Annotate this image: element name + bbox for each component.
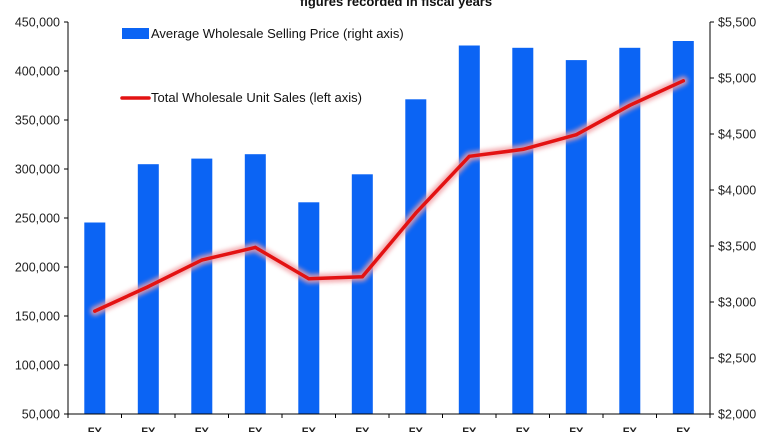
right-tick-label: $4,000 — [718, 184, 756, 198]
legend-bar-label: Average Wholesale Selling Price (right a… — [151, 26, 404, 41]
unit-sales-point — [414, 211, 418, 215]
bars-layer — [84, 41, 694, 415]
price-bar — [84, 222, 106, 414]
price-bar — [512, 47, 534, 415]
unit-sales-point — [200, 258, 204, 262]
left-tick-label: 250,000 — [15, 212, 60, 226]
unit-sales-point — [521, 147, 525, 151]
unit-sales-line — [93, 79, 686, 313]
x-tick-label: FY — [462, 426, 477, 432]
x-tick-label: FY — [302, 426, 317, 432]
right-tick-label: $3,500 — [718, 240, 756, 254]
axes-layer: 50,000 100,000 150,000 200,000 250,000 300,00… — [15, 16, 756, 432]
left-tick-label: 300,000 — [15, 163, 60, 177]
price-bar — [565, 60, 587, 414]
price-bar — [191, 158, 213, 414]
left-tick-label: 350,000 — [15, 114, 60, 128]
left-tick-label: 400,000 — [15, 65, 60, 79]
unit-sales-point — [360, 275, 364, 279]
x-tick-label: FY — [516, 426, 531, 432]
left-tick-label: 50,000 — [22, 408, 60, 422]
x-tick-label: FY — [141, 426, 156, 432]
right-tick-label: $5,000 — [718, 72, 756, 86]
legend-line-label: Total Wholesale Unit Sales (left axis) — [151, 90, 362, 105]
x-tick-label: FY — [88, 426, 103, 432]
price-bar — [244, 154, 266, 414]
x-tick-label: FY — [623, 426, 638, 432]
unit-sales-point — [307, 277, 311, 281]
price-bar — [298, 202, 320, 414]
legend: Average Wholesale Selling Price (right a… — [118, 26, 404, 105]
unit-sales-point — [146, 285, 150, 289]
right-tick-label: $3,000 — [718, 296, 756, 310]
chart-title: figures recorded in fiscal years — [300, 0, 492, 9]
x-tick-label: FY — [355, 426, 370, 432]
price-bar — [351, 174, 373, 414]
right-tick-label: $2,000 — [718, 408, 756, 422]
x-tick-label: FY — [676, 426, 691, 432]
right-tick-label: $5,500 — [718, 16, 756, 30]
unit-sales-line-glow — [90, 76, 688, 316]
x-tick-label: FY — [409, 426, 424, 432]
left-tick-label: 450,000 — [15, 16, 60, 30]
unit-sales-point — [681, 79, 685, 83]
unit-sales-point — [93, 309, 97, 313]
unit-sales-point — [467, 154, 471, 158]
x-tick-label: FY — [248, 426, 263, 432]
left-tick-label: 100,000 — [15, 359, 60, 373]
price-bar — [458, 45, 480, 414]
price-bar — [619, 47, 641, 415]
line-layer — [90, 76, 688, 316]
x-tick-label: FY — [569, 426, 584, 432]
unit-sales-point — [253, 245, 257, 249]
left-tick-label: 200,000 — [15, 261, 60, 275]
unit-sales-point — [574, 133, 578, 137]
unit-sales-point — [628, 103, 632, 107]
price-bar — [405, 99, 427, 415]
legend-bar-swatch — [122, 28, 149, 39]
right-tick-label: $2,500 — [718, 352, 756, 366]
left-tick-label: 150,000 — [15, 310, 60, 324]
price-bar — [672, 41, 694, 414]
right-tick-label: $4,500 — [718, 128, 756, 142]
x-tick-label: FY — [195, 426, 210, 432]
